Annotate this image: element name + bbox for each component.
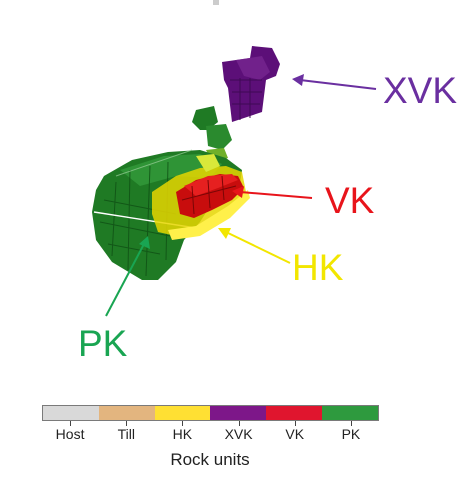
arrow-pk xyxy=(105,236,150,317)
legend-tick xyxy=(350,421,352,426)
legend-tick xyxy=(238,421,240,426)
legend-label-vk: VK xyxy=(285,426,305,442)
legend-colorbar xyxy=(42,405,379,421)
legend-label-hk: HK xyxy=(172,426,193,442)
legend-label-pk: PK xyxy=(341,426,361,442)
top-marker xyxy=(213,0,219,5)
arrow-hk xyxy=(218,228,291,264)
legend-swatch-xvk xyxy=(210,406,267,420)
legend-tick xyxy=(294,421,296,426)
legend-tick xyxy=(126,421,128,426)
vk-body xyxy=(176,174,244,218)
legend-title: Rock units xyxy=(170,450,250,469)
label-hk: HK xyxy=(292,247,344,288)
label-xvk: XVK xyxy=(383,70,458,111)
xvk-body xyxy=(222,46,280,122)
legend-swatch-vk xyxy=(266,406,323,420)
arrow-vk xyxy=(232,186,313,199)
legend-swatch-till xyxy=(98,406,155,420)
legend-ticks xyxy=(42,421,379,427)
legend-swatch-pk xyxy=(322,406,378,420)
label-pk: PK xyxy=(78,323,128,364)
legend-tick xyxy=(70,421,72,426)
legend-label-host: Host xyxy=(55,426,85,442)
arrow-xvk xyxy=(292,74,377,90)
legend-tick xyxy=(182,421,184,426)
legend-label-xvk: XVK xyxy=(224,426,253,442)
legend-label-till: Till xyxy=(117,426,135,442)
legend-swatch-host xyxy=(43,406,99,420)
label-vk: VK xyxy=(325,180,375,221)
legend-swatch-hk xyxy=(154,406,211,420)
